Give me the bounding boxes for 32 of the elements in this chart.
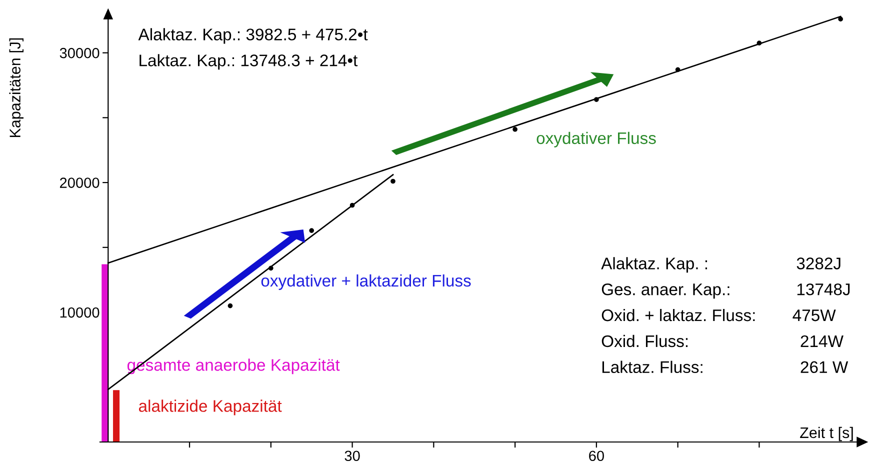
annotation: Laktaz. Fluss:: [602, 360, 702, 374]
annotation: 3282J: [796, 258, 840, 270]
annotation: 475W: [792, 310, 836, 322]
point: [350, 202, 355, 208]
annotation: Ges. anaer. Kap.:: [602, 283, 730, 299]
annotation: Oxid. Fluss:: [602, 334, 688, 348]
x-tick-label: 60: [589, 450, 604, 462]
annotation: Oxid. + laktaz. Fluss:: [602, 308, 755, 322]
point: [268, 266, 274, 271]
point: [594, 97, 599, 102]
x-axis-title: Zeit t [s]: [800, 426, 853, 442]
annotation: Alaktaz. Kap.: 3982.5 + 475.2•t: [138, 28, 368, 44]
annotation: 13748J: [797, 283, 850, 296]
point: [512, 126, 518, 132]
point: [675, 67, 680, 72]
point: [838, 16, 844, 22]
y-axis-title: Kapazitäten [J]: [9, 38, 24, 138]
point: [390, 178, 396, 184]
point: [756, 40, 762, 46]
annotation: 214W: [800, 335, 844, 347]
annotation: oxydativer + laktazider Fluss: [261, 274, 471, 290]
annotation: Laktaz. Kap.: 13748.3 + 214•t: [140, 54, 358, 70]
point: [309, 228, 314, 233]
series-label: alaktizide Kapazität: [138, 400, 282, 416]
annotation: 261 W: [800, 361, 848, 374]
x-tick-label: 30: [344, 450, 360, 462]
annotation: Alaktaz. Kap. :: [601, 257, 708, 273]
point: [228, 303, 233, 308]
y-tick-label: 30000: [60, 48, 100, 58]
y-tick-label: 20000: [60, 178, 100, 188]
y-tick-label: 10000: [60, 307, 100, 318]
annotation: oxydativer Fluss: [536, 132, 656, 148]
